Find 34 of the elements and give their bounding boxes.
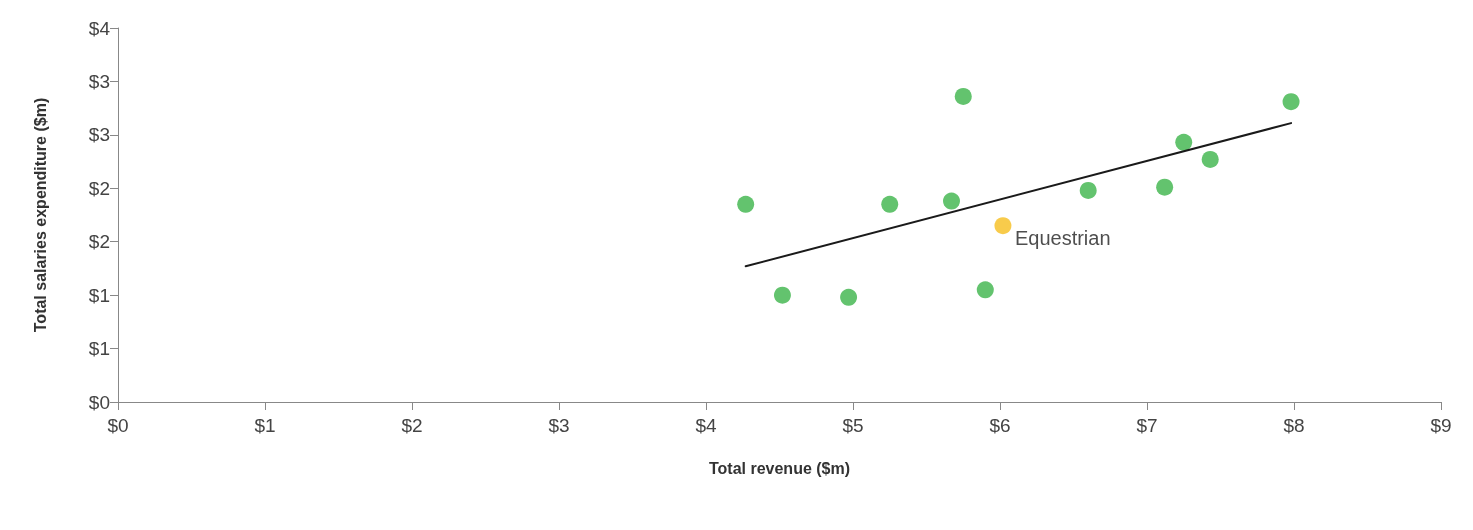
- point: [943, 192, 960, 210]
- y-tick-label: $2: [88, 177, 110, 199]
- point: [976, 281, 994, 299]
- y-tick-label: $1: [88, 284, 110, 306]
- point: [773, 286, 791, 304]
- y-tick-label: $3: [88, 70, 110, 92]
- x-tick-label: $6: [989, 415, 1011, 436]
- point: [1282, 93, 1300, 111]
- x-tick-label: $4: [695, 415, 717, 436]
- y-tick-label: $2: [88, 231, 110, 253]
- x-tick-label: $8: [1283, 415, 1305, 436]
- x-axis-title: Total revenue ($m): [708, 459, 851, 477]
- x-tick-label: $0: [107, 415, 129, 436]
- y-tick-label: $1: [88, 338, 110, 360]
- point: [1175, 133, 1193, 151]
- x-tick-label: $9: [1430, 415, 1452, 436]
- point: [737, 195, 755, 213]
- x-tick-label: $7: [1136, 415, 1158, 436]
- x-tick-label: $1: [254, 415, 276, 436]
- x-tick-label: $5: [842, 415, 864, 436]
- point: [840, 288, 858, 306]
- point: [1079, 181, 1097, 199]
- point: [881, 195, 899, 213]
- x-tick-label: $2: [401, 415, 423, 436]
- y-tick-label: $4: [88, 17, 111, 39]
- y-tick-label: $0: [88, 391, 110, 413]
- y-axis-title: Total salaries expenditure ($m): [31, 97, 49, 333]
- x-tick-label: $3: [548, 415, 570, 436]
- point: [994, 217, 1012, 235]
- annotation: Equestrian: [1014, 226, 1111, 249]
- point: [1201, 150, 1219, 168]
- point: [1156, 178, 1174, 196]
- y-tick-label: $3: [88, 124, 110, 146]
- point: [954, 87, 972, 105]
